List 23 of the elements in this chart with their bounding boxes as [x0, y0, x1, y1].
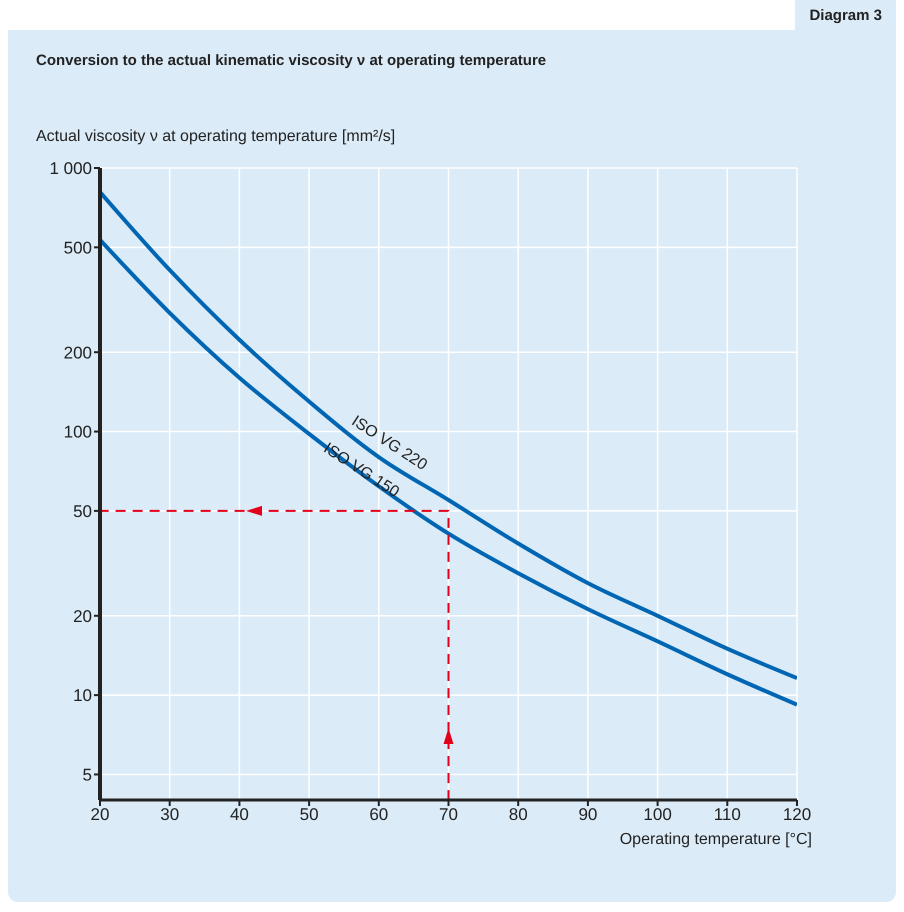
- chart-title: Conversion to the actual kinematic viscosity ν at operating temperature: [36, 52, 546, 69]
- x-tick-label: 120: [782, 805, 812, 824]
- y-tick-label: 50: [73, 502, 92, 521]
- y-tick-label: 20: [73, 606, 92, 626]
- x-tick-label: 20: [90, 805, 110, 824]
- y-tick-label: 100: [64, 422, 92, 442]
- x-tick-label: 40: [230, 805, 249, 824]
- x-tick-label: 70: [439, 805, 458, 824]
- y-tick-label: 500: [64, 238, 92, 258]
- x-tick-label: 60: [369, 805, 388, 824]
- x-tick-label: 100: [643, 805, 672, 824]
- x-tick-label: 30: [160, 805, 180, 824]
- y-tick-label: 200: [64, 343, 92, 362]
- y-tick-label: 1 000: [49, 159, 92, 178]
- y-tick-label: 10: [73, 686, 92, 706]
- y-tick-label: 5: [82, 765, 92, 784]
- x-tick-label: 80: [508, 805, 528, 824]
- x-tick-label: 90: [578, 805, 598, 824]
- x-axis-title: Operating temperature [°C]: [620, 831, 812, 849]
- x-tick-label: 50: [300, 805, 319, 824]
- x-tick-label: 110: [714, 805, 741, 824]
- text: Diagram 3: [795, 0, 896, 30]
- y-axis-title: Actual viscosity ν at operating temperature [mm²/s]: [36, 128, 396, 146]
